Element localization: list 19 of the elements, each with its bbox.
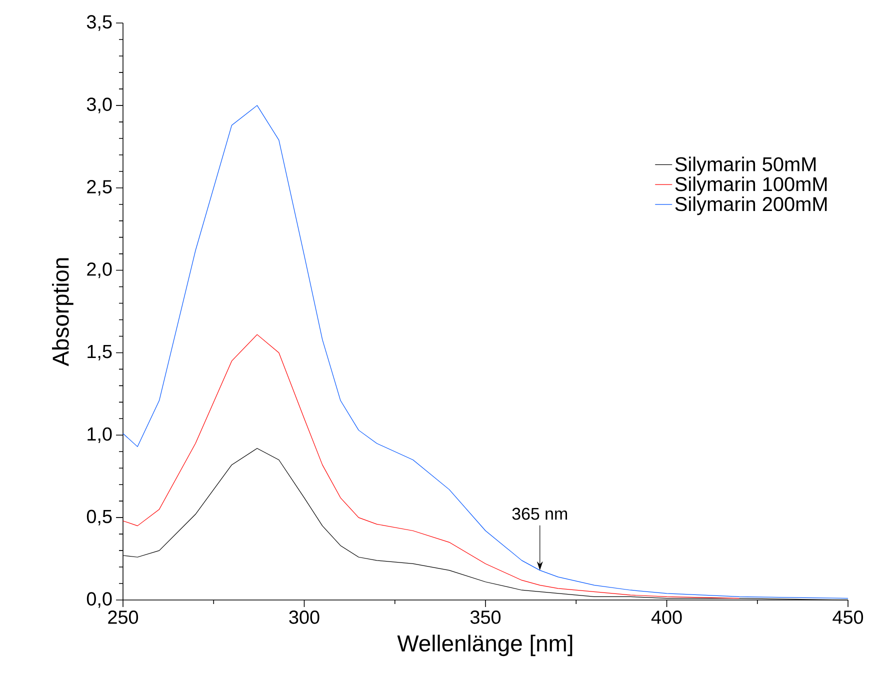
y-tick-label: 1,5 — [88, 345, 112, 360]
y-tick-label: 0,5 — [86, 510, 112, 526]
x-tick-label: 450 — [832, 610, 864, 624]
y-tick-label: 1,0 — [88, 427, 112, 443]
x-tick-label: 250 — [108, 610, 138, 624]
annotation: 365 nm — [512, 508, 567, 520]
x-tick-label: 400 — [651, 610, 682, 624]
y-tick-label: 3,5 — [86, 15, 112, 31]
y-tick-label: 2,5 — [87, 180, 112, 196]
legend-label: Silymarin 200mM — [675, 196, 827, 216]
legend-label: Silymarin 50mM — [675, 156, 816, 176]
x-tick-label: 300 — [289, 610, 320, 624]
x-tick-label: 350 — [470, 610, 501, 624]
x-axis-title: Wellenlänge [nm] — [397, 634, 572, 656]
y-tick-label: 2,0 — [87, 262, 112, 278]
y-tick-label: 3,0 — [86, 98, 112, 114]
y-axis-title: Absorption — [52, 258, 74, 366]
y-tick-label: 0,0 — [86, 592, 112, 608]
legend-label: Silymarin 100mM — [675, 176, 827, 196]
